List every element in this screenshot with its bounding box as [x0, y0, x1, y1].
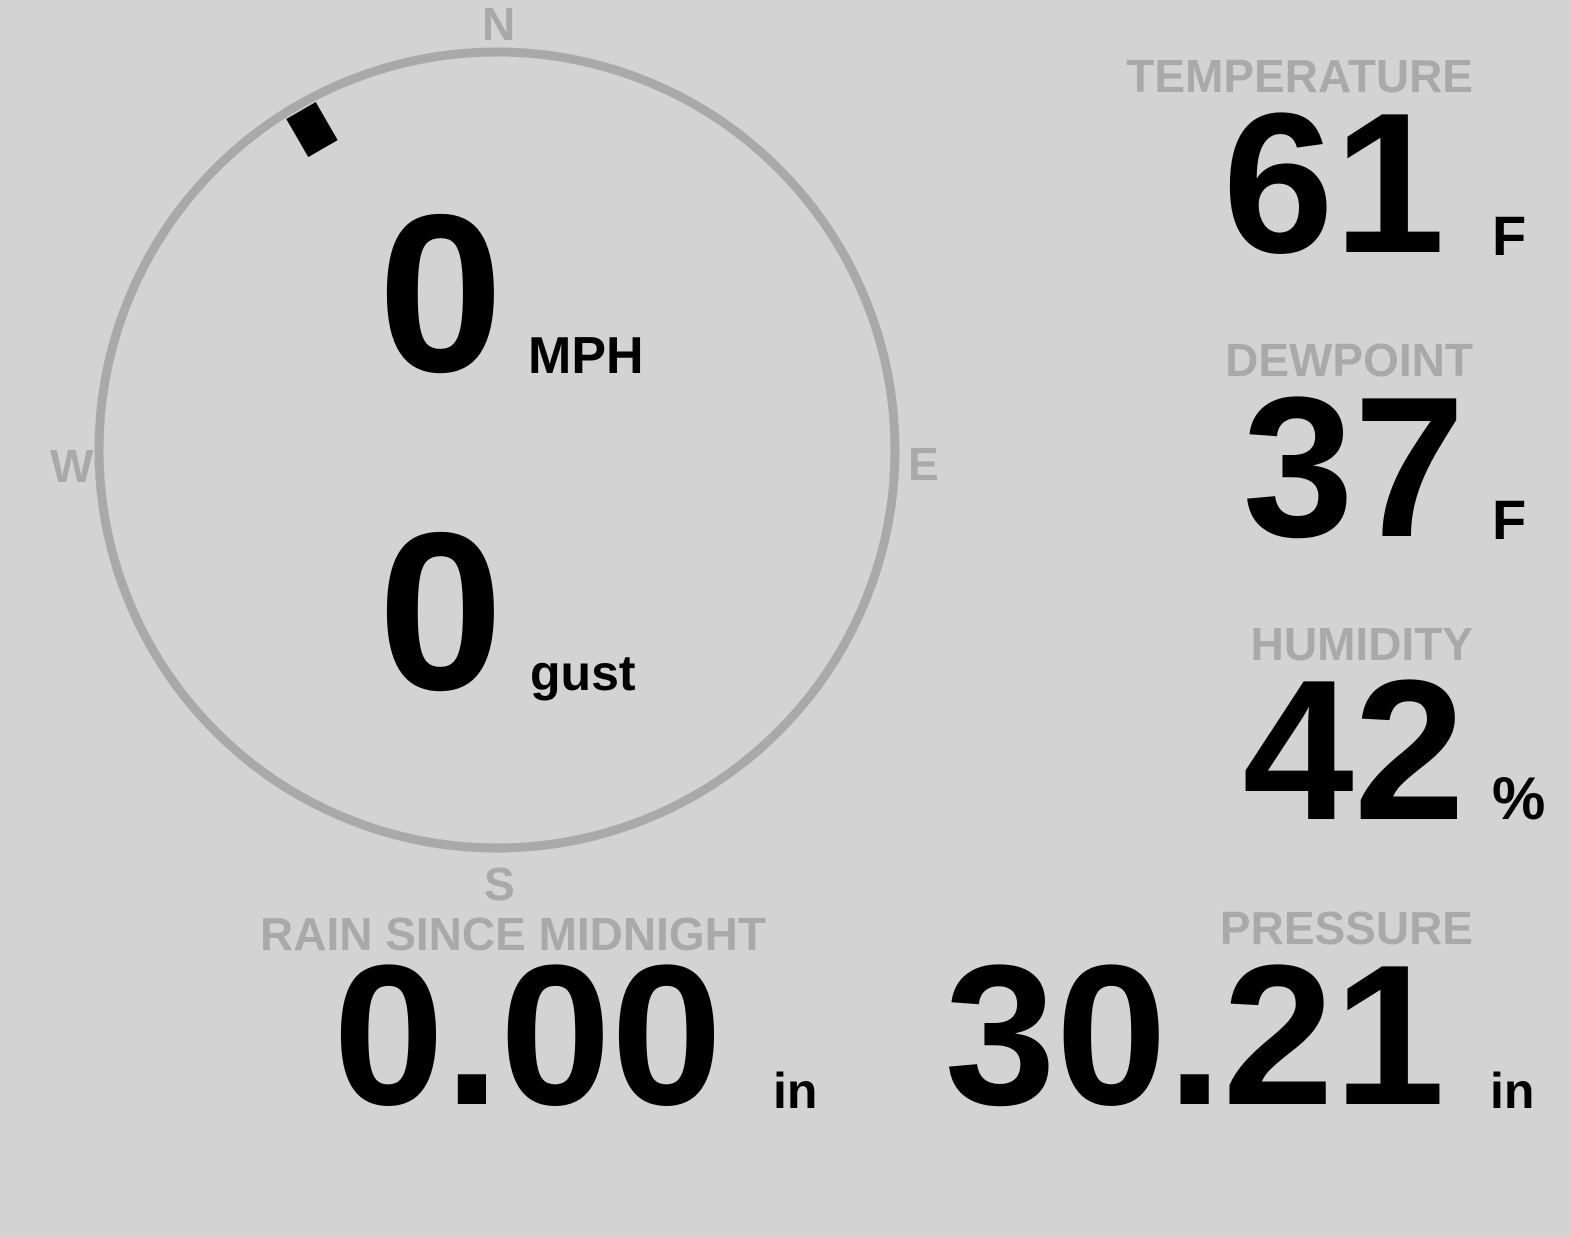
dewpoint-unit: F — [1492, 488, 1527, 551]
rain-value: 0.00 — [333, 924, 723, 1147]
compass-south: S — [484, 858, 515, 910]
wind-gust-unit: gust — [530, 645, 636, 701]
pressure-unit: in — [1490, 1063, 1535, 1119]
rain-unit: in — [773, 1063, 818, 1119]
wind-direction-marker — [286, 102, 338, 158]
dewpoint-label: DEWPOINT — [1225, 334, 1473, 386]
humidity-value: 42 — [1242, 639, 1465, 862]
pressure-label: PRESSURE — [1219, 902, 1473, 954]
compass-east: E — [908, 438, 939, 490]
temperature-unit: F — [1492, 204, 1527, 267]
dewpoint-value: 37 — [1242, 356, 1465, 579]
rain-label: RAIN SINCE MIDNIGHT — [260, 908, 766, 960]
compass-west: W — [50, 440, 94, 492]
humidity-unit: % — [1492, 765, 1546, 832]
temperature-label: TEMPERATURE — [1126, 50, 1473, 102]
wind-speed-unit: MPH — [528, 327, 644, 385]
wind-speed-value: 0 — [378, 167, 504, 419]
compass-ring — [94, 47, 900, 853]
humidity-label: HUMIDITY — [1250, 618, 1473, 670]
compass-north: N — [482, 0, 516, 50]
pressure-value: 30.21 — [944, 924, 1446, 1147]
temperature-value: 61 — [1222, 72, 1445, 295]
wind-gust-value: 0 — [378, 485, 504, 737]
